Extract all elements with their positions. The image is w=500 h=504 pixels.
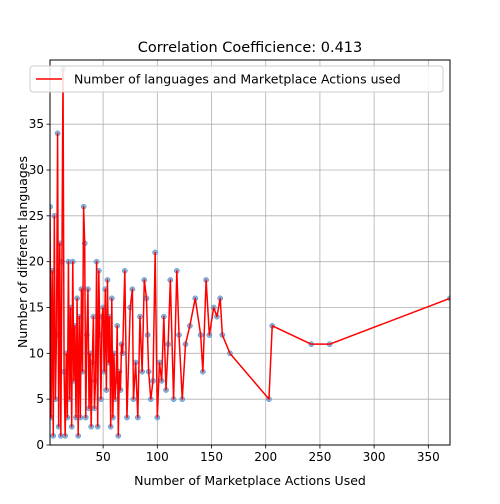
- x-tick-label: 50: [95, 450, 110, 464]
- legend-box: [29, 65, 444, 93]
- plot-area: [50, 66, 450, 439]
- x-axis-label: Number of Marketplace Actions Used: [134, 473, 366, 488]
- chart-title: Correlation Coefficience: 0.413: [138, 40, 363, 56]
- y-tick-label: 20: [29, 255, 44, 269]
- y-tick-label: 35: [29, 117, 44, 131]
- y-axis-label: Number of different languages: [15, 156, 30, 348]
- legend-label: Number of languages and Marketplace Acti…: [74, 72, 401, 87]
- x-tick-label: 100: [146, 450, 169, 464]
- legend: Number of languages and Marketplace Acti…: [29, 65, 444, 93]
- y-tick-label: 5: [36, 392, 44, 406]
- x-tick-label: 200: [254, 450, 277, 464]
- axis-ticks: 50 100 150 200 250 300 350 0 5 10 15 20 25 30 35: [29, 117, 440, 464]
- axes-frame: [49, 59, 451, 446]
- x-tick-label: 250: [308, 450, 331, 464]
- y-tick-label: 30: [29, 163, 44, 177]
- x-tick-label: 300: [363, 450, 386, 464]
- x-tick-label: 150: [200, 450, 223, 464]
- y-tick-label: 25: [29, 209, 44, 223]
- y-tick-label: 10: [29, 346, 44, 360]
- y-tick-label: 15: [29, 301, 44, 315]
- y-tick-label: 0: [36, 438, 44, 452]
- x-tick-label: 350: [417, 450, 440, 464]
- series-line: [50, 68, 450, 437]
